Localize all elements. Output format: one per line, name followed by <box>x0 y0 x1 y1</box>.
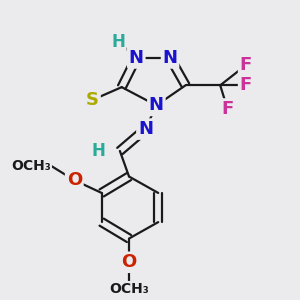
Text: N: N <box>163 49 178 67</box>
Text: O: O <box>122 253 136 271</box>
Text: N: N <box>129 49 144 67</box>
Text: H: H <box>111 32 125 50</box>
Text: OCH₃: OCH₃ <box>11 159 51 172</box>
Text: OCH₃: OCH₃ <box>109 282 149 296</box>
Text: F: F <box>240 56 252 74</box>
Text: F: F <box>240 76 252 94</box>
Text: S: S <box>86 91 99 109</box>
Text: F: F <box>221 100 234 118</box>
Text: H: H <box>91 142 105 160</box>
Text: N: N <box>149 96 164 114</box>
Text: O: O <box>67 171 82 189</box>
Text: N: N <box>138 120 153 138</box>
